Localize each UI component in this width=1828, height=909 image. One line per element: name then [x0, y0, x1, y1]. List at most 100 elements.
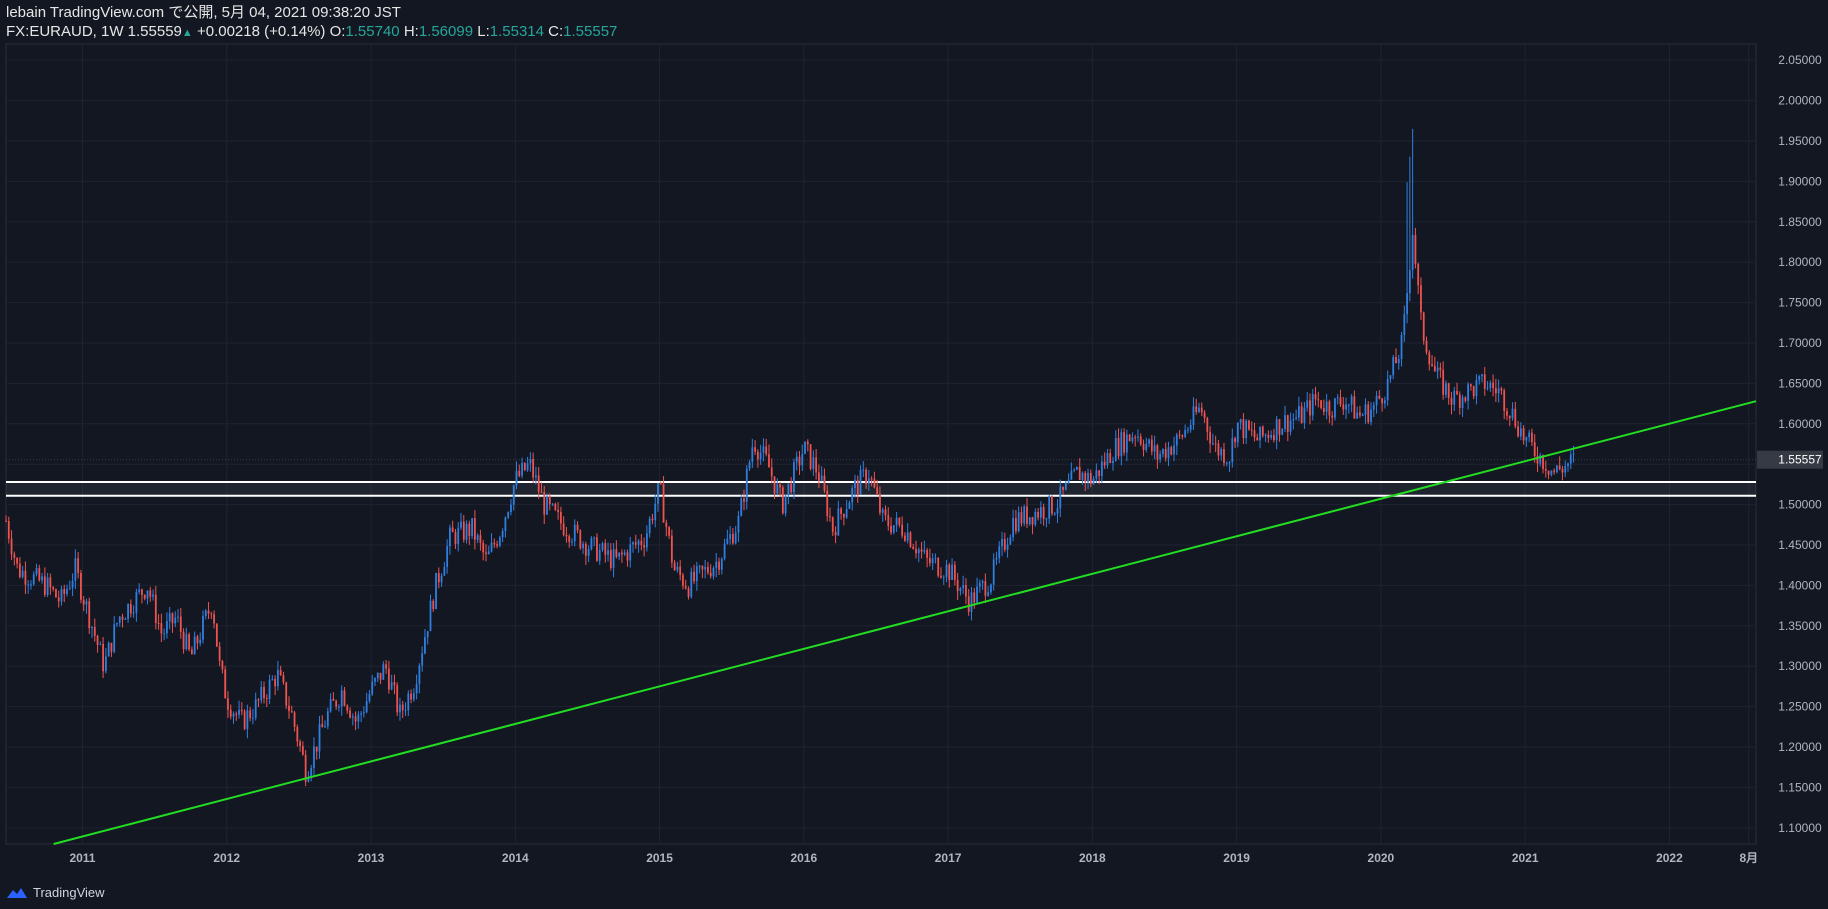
candle-body — [24, 570, 27, 585]
candle-body — [1522, 428, 1525, 441]
candle-body — [867, 478, 870, 484]
candle-body — [1153, 445, 1156, 452]
candle-body — [429, 600, 432, 632]
candle-body — [1511, 408, 1514, 419]
candle-body — [1478, 376, 1481, 381]
candle-body — [598, 549, 601, 561]
candle-body — [1112, 460, 1114, 464]
candle-body — [160, 623, 163, 634]
y-tick-label: 1.10000 — [1778, 821, 1822, 835]
candle-body — [1420, 285, 1422, 313]
candle-body — [601, 543, 604, 550]
candle-body — [1092, 478, 1095, 485]
candle-body — [1125, 434, 1128, 453]
candle-body — [104, 656, 107, 672]
candle-body — [693, 571, 695, 582]
candle-body — [393, 682, 396, 686]
candle-body — [1417, 264, 1420, 286]
candle-body — [1189, 424, 1192, 430]
candle-body — [99, 643, 102, 645]
candle-body — [132, 612, 135, 614]
candle-body — [507, 512, 510, 518]
candle-body — [584, 543, 587, 556]
candle-body — [870, 478, 873, 480]
x-tick-label: 2015 — [646, 851, 673, 865]
candle-body — [265, 698, 268, 700]
candle-body — [49, 577, 52, 588]
candle-body — [593, 537, 596, 539]
candle-body — [1442, 370, 1445, 395]
candle-body — [1375, 395, 1378, 406]
candle-body — [426, 631, 429, 638]
candle-body — [1278, 419, 1281, 435]
candle-body — [368, 694, 371, 702]
candle-body — [679, 566, 682, 576]
y-tick-label: 1.35000 — [1778, 619, 1822, 633]
footer-brand: TradingView — [6, 885, 105, 900]
candle-body — [252, 717, 254, 719]
candle-body — [1408, 270, 1411, 294]
candle-body — [923, 550, 926, 552]
candle-body — [557, 509, 560, 512]
candle-body — [673, 562, 676, 571]
low-label: L: — [477, 23, 490, 40]
candle-body — [879, 494, 881, 513]
candle-body — [768, 454, 770, 468]
price-axis[interactable]: 1.10000 1.15000 1.20000 1.25000 1.30000 1.350… — [1757, 53, 1823, 835]
candle-body — [1239, 419, 1242, 423]
candle-body — [859, 469, 862, 495]
x-tick-label: 2020 — [1368, 851, 1395, 865]
candle-body — [1425, 340, 1428, 353]
candle-body — [1309, 400, 1311, 416]
candle-body — [1076, 466, 1078, 470]
candle-body — [654, 503, 657, 521]
candle-body — [621, 552, 623, 555]
candle-body — [773, 476, 776, 494]
candle-body — [57, 597, 60, 602]
candle-body — [1225, 462, 1228, 464]
candle-body — [1536, 455, 1539, 464]
candle-body — [818, 472, 820, 481]
candle-body — [487, 551, 490, 555]
candle-body — [365, 701, 368, 713]
candle-body — [571, 541, 573, 543]
candle-body — [35, 568, 38, 575]
candle-body — [1447, 383, 1450, 398]
candle-body — [1286, 415, 1289, 432]
x-tick-label: 2019 — [1223, 851, 1250, 865]
candle-body — [1392, 357, 1395, 376]
candle-body — [424, 637, 426, 654]
candle-body — [238, 709, 240, 715]
candle-body — [30, 584, 32, 586]
candle-body — [471, 518, 474, 536]
candle-body — [576, 524, 579, 531]
candle-body — [1456, 390, 1458, 395]
candle-body — [490, 542, 493, 552]
candle-body — [515, 470, 518, 486]
candle-body — [1070, 470, 1073, 480]
y-tick-label: 1.50000 — [1778, 498, 1822, 512]
candle-body — [892, 525, 895, 533]
candle-body — [1181, 435, 1184, 437]
candle-body — [1117, 437, 1120, 457]
candle-body — [1087, 472, 1089, 482]
candle-body — [188, 634, 191, 650]
candle-body — [1175, 434, 1178, 446]
candle-body — [1325, 401, 1328, 412]
candle-body — [978, 582, 981, 587]
candle-body — [840, 508, 843, 514]
candle-body — [127, 604, 129, 619]
candle-body — [18, 563, 21, 577]
candle-body — [720, 558, 723, 570]
candle-body — [1450, 397, 1453, 405]
candle-body — [340, 690, 343, 707]
candle-body — [435, 572, 437, 610]
candle-body — [1525, 437, 1528, 441]
candle-body — [1469, 384, 1472, 387]
candle-body — [1148, 439, 1150, 444]
time-axis[interactable]: 2011 2012 2013 2014 2015 2016 2017 2018 2019 2020… — [69, 851, 1758, 865]
candle-body — [396, 685, 399, 713]
candle-body — [1445, 383, 1447, 395]
candle-body — [1342, 404, 1345, 410]
